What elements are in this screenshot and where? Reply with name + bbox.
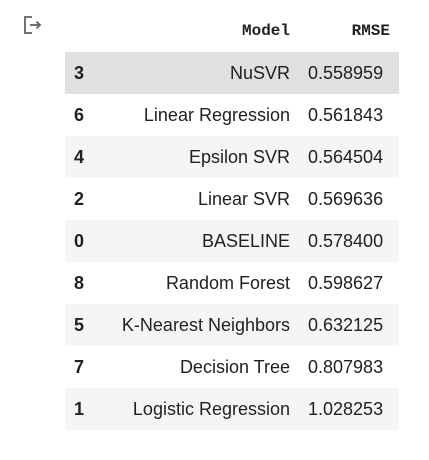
row-index: 2 [74, 188, 85, 209]
output-redirect-icon[interactable] [22, 14, 44, 36]
dataframe-table: Model RMSE 3 NuSVR 0.558959 6 Linear Reg… [65, 10, 399, 430]
rmse-cell: 0.561843 [308, 104, 384, 125]
model-cell: BASELINE [201, 230, 290, 251]
model-cell: Linear SVR [197, 188, 290, 209]
model-cell: Decision Tree [179, 356, 290, 377]
table-row: 0 BASELINE 0.578400 [65, 220, 399, 262]
model-cell: Linear Regression [143, 104, 290, 125]
rmse-cell: 0.807983 [308, 356, 384, 377]
model-cell: Random Forest [165, 272, 290, 293]
table-header-row: Model RMSE [65, 10, 399, 52]
row-index: 8 [74, 272, 85, 293]
rmse-cell: 0.632125 [308, 314, 384, 335]
model-column-header: Model [241, 22, 290, 40]
table-row: 7 Decision Tree 0.807983 [65, 346, 399, 388]
row-index: 7 [74, 356, 85, 377]
row-index: 0 [74, 230, 85, 251]
model-cell: NuSVR [229, 62, 290, 83]
row-index: 1 [74, 398, 85, 419]
index-column-header [65, 10, 103, 52]
rmse-cell: 0.569636 [308, 188, 384, 209]
table-row: 8 Random Forest 0.598627 [65, 262, 399, 304]
model-cell: Epsilon SVR [188, 146, 290, 167]
table-row: 4 Epsilon SVR 0.564504 [65, 136, 399, 178]
row-index: 3 [74, 62, 85, 83]
rmse-column-header: RMSE [351, 22, 390, 40]
table-row: 6 Linear Regression 0.561843 [65, 94, 399, 136]
rmse-cell: 1.028253 [308, 398, 384, 419]
table-row: 2 Linear SVR 0.569636 [65, 178, 399, 220]
row-index: 4 [74, 146, 85, 167]
rmse-cell: 0.598627 [308, 272, 384, 293]
row-index: 5 [74, 314, 85, 335]
rmse-cell: 0.578400 [308, 230, 384, 251]
rmse-cell: 0.564504 [308, 146, 384, 167]
model-cell: Logistic Regression [132, 398, 290, 419]
table-row: 5 K-Nearest Neighbors 0.632125 [65, 304, 399, 346]
row-index: 6 [74, 104, 85, 125]
model-cell: K-Nearest Neighbors [121, 314, 290, 335]
rmse-cell: 0.558959 [308, 62, 384, 83]
table-row: 1 Logistic Regression 1.028253 [65, 388, 399, 430]
table-row: 3 NuSVR 0.558959 [65, 52, 399, 94]
